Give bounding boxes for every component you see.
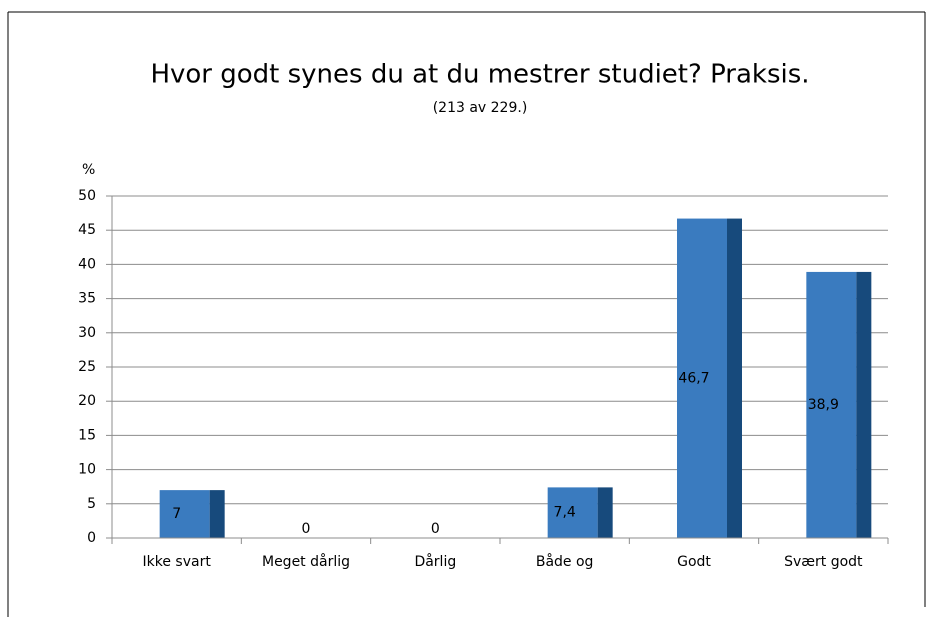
chart-title: Hvor godt synes du at du mestrer studiet… — [150, 60, 809, 90]
y-tick-label: 35 — [78, 291, 96, 307]
data-label: 0 — [431, 521, 440, 537]
x-tick-label: Dårlig — [414, 553, 456, 570]
y-tick-label: 0 — [87, 530, 96, 546]
x-tick-label: Svært godt — [784, 554, 863, 570]
y-tick-label: 5 — [87, 496, 96, 512]
data-label: 46,7 — [678, 370, 709, 386]
y-tick-label: 20 — [78, 393, 96, 409]
data-label: 7 — [172, 506, 181, 522]
y-tick-label: 40 — [78, 256, 96, 272]
y-tick-label: 45 — [78, 222, 96, 238]
y-tick-label: 30 — [78, 325, 96, 341]
bar — [159, 490, 210, 538]
bar-side — [727, 218, 742, 538]
y-tick-label: 10 — [78, 462, 96, 478]
bar — [677, 218, 727, 538]
data-label: 7,4 — [554, 505, 576, 521]
y-tick-label: 50 — [78, 188, 96, 204]
data-label: 0 — [302, 521, 311, 537]
data-label: 38,9 — [808, 397, 839, 413]
chart-subtitle: (213 av 229.) — [433, 100, 528, 116]
bar — [806, 271, 857, 538]
bar-side — [209, 490, 225, 538]
bar — [547, 487, 598, 538]
bar-side — [597, 487, 613, 538]
y-tick-label: 15 — [78, 427, 96, 443]
x-tick-label: Godt — [677, 554, 711, 570]
y-tick-label: 25 — [78, 359, 96, 375]
x-tick-label: Ikke svart — [143, 554, 212, 570]
x-tick-label: Meget dårlig — [262, 553, 350, 570]
y-axis-label: % — [82, 162, 95, 178]
x-tick-label: Både og — [536, 553, 594, 570]
bar-side — [856, 271, 872, 538]
